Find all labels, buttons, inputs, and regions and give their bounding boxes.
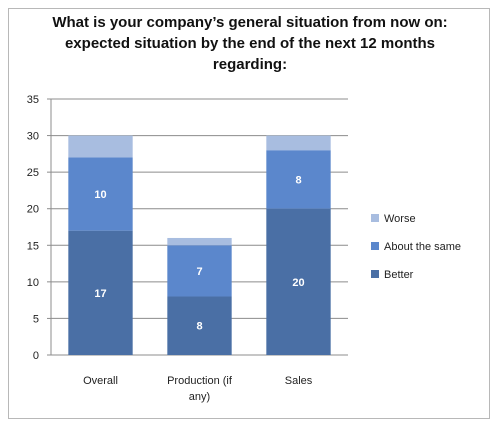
data-label: 20: [292, 277, 304, 289]
bar-segment-better: [266, 208, 331, 355]
data-label: 8: [196, 321, 202, 333]
category-label: any): [189, 391, 210, 403]
data-label: 8: [295, 174, 301, 186]
bar-segment-better: [68, 230, 133, 355]
y-tick-label: 10: [27, 277, 39, 289]
y-tick-label: 30: [27, 131, 39, 143]
bar-segment-worse: [68, 135, 133, 158]
bar-segment-about-the-same: [266, 150, 331, 209]
bar-segment-worse: [266, 135, 331, 151]
legend-swatch: [371, 270, 379, 278]
y-tick-label: 35: [27, 94, 39, 106]
legend-label: Better: [384, 269, 414, 281]
legend-label: Worse: [384, 213, 416, 225]
y-tick-label: 20: [27, 204, 39, 216]
y-tick-label: 5: [33, 313, 39, 325]
category-label: Overall: [83, 375, 118, 387]
y-tick-label: 15: [27, 240, 39, 252]
category-label: Sales: [285, 375, 313, 387]
legend-swatch: [371, 214, 379, 222]
category-label: Production (if: [167, 375, 233, 387]
data-label: 17: [94, 288, 106, 300]
data-label: 7: [196, 266, 202, 278]
bar-segment-about-the-same: [68, 157, 133, 231]
legend-label: About the same: [384, 241, 461, 253]
bar-segment-about-the-same: [167, 245, 232, 297]
chart-title: What is your company’s general situation…: [52, 14, 448, 73]
bar-segment-worse: [167, 237, 232, 246]
legend-swatch: [371, 242, 379, 250]
bar-segment-better: [167, 296, 232, 355]
y-tick-label: 0: [33, 350, 39, 362]
data-label: 10: [94, 189, 106, 201]
y-tick-label: 25: [27, 167, 39, 179]
